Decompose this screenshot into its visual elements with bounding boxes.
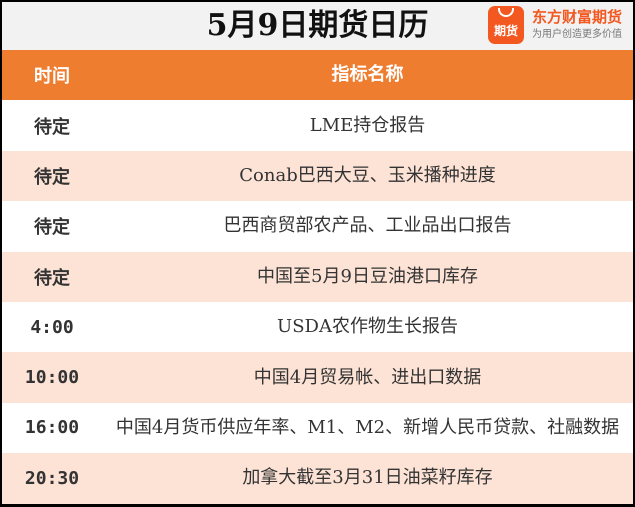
table-row: 16:00 中国4月货币供应年率、M1、M2、新增人民币贷款、社融数据 (2, 403, 633, 453)
table-row: 待定 巴西商贸部农产品、工业品出口报告 (2, 201, 633, 251)
table-row: 待定 Conab巴西大豆、玉米播种进度 (2, 150, 633, 202)
brand-slogan: 为用户创造更多价值 (532, 29, 622, 40)
time-cell: 待定 (34, 166, 70, 188)
table-row: 4:00 USDA农作物生长报告 (2, 302, 633, 352)
time-cell: 待定 (34, 267, 70, 289)
time-cell: 10:00 (24, 367, 80, 389)
table-header: 时间 指标名称 (2, 50, 633, 101)
item-cell: 巴西商贸部农产品、工业品出口报告 (223, 215, 512, 237)
table-row: 待定 中国至5月9日豆油港口库存 (2, 251, 633, 302)
brand-logo: 期货 东方财富期货 为用户创造更多价值 (488, 6, 622, 44)
page-title: 5月9日期货日历 (206, 8, 429, 43)
time-cell: 20:30 (24, 467, 80, 489)
item-cell: 中国4月贸易帐、进出口数据 (253, 366, 482, 388)
table-row: 待定 LME持仓报告 (2, 100, 633, 150)
item-cell: 中国4月货币供应年率、M1、M2、新增人民币贷款、社融数据 (115, 416, 620, 438)
table-row: 20:30 加拿大截至3月31日油菜籽库存 (2, 453, 633, 504)
item-cell: Conab巴西大豆、玉米播种进度 (239, 164, 496, 186)
title-bar: 5月9日期货日历 期货 东方财富期货 为用户创造更多价值 (2, 2, 633, 50)
item-cell: LME持仓报告 (309, 114, 426, 136)
header-time: 时间 (34, 66, 70, 88)
item-cell: USDA农作物生长报告 (277, 316, 458, 338)
time-cell: 待定 (34, 116, 70, 138)
time-cell: 待定 (34, 217, 70, 239)
table-row: 10:00 中国4月贸易帐、进出口数据 (2, 352, 633, 403)
item-cell: 加拿大截至3月31日油菜籽库存 (242, 467, 493, 489)
brand-name: 东方财富期货 (532, 8, 623, 26)
time-cell: 4:00 (30, 316, 74, 338)
time-cell: 16:00 (24, 417, 80, 439)
header-item: 指标名称 (331, 64, 404, 86)
item-cell: 中国至5月9日豆油港口库存 (257, 265, 478, 287)
logo-icon: 期货 (488, 6, 524, 44)
